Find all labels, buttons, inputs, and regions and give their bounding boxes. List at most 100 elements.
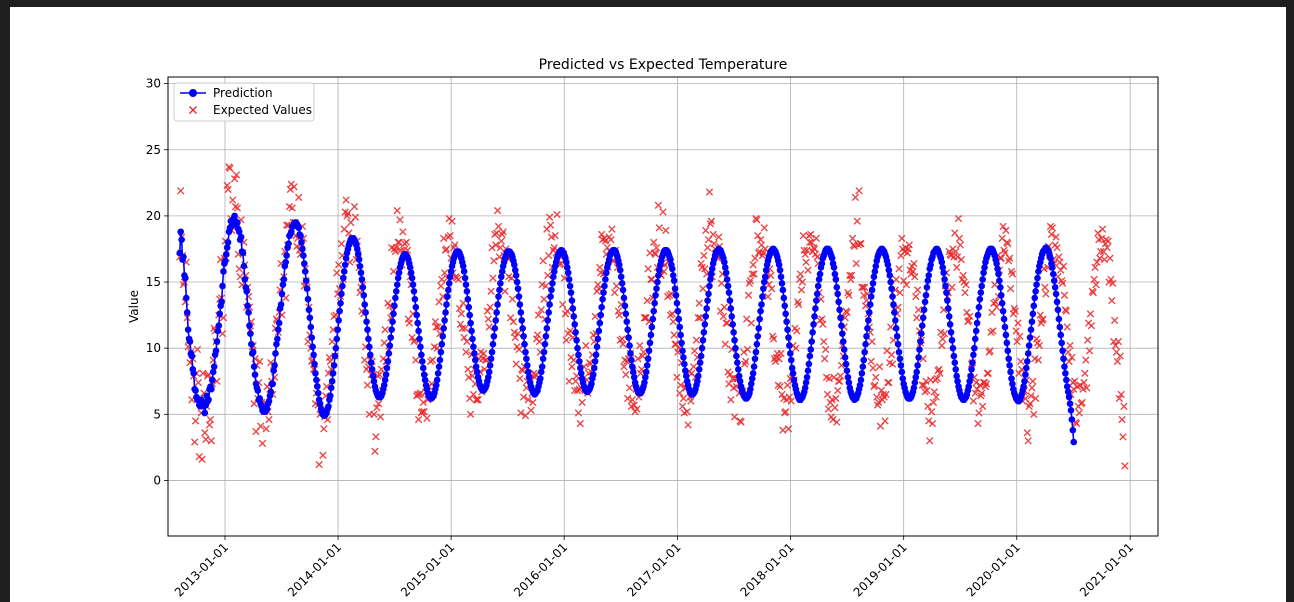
- prediction-point: [860, 356, 868, 364]
- prediction-point: [980, 269, 987, 277]
- prediction-point: [329, 369, 337, 377]
- prediction-point: [249, 348, 257, 356]
- prediction-point: [488, 348, 496, 356]
- prediction-point: [753, 340, 761, 348]
- prediction-point: [571, 321, 579, 328]
- prediction-point: [802, 379, 810, 386]
- prediction-point: [576, 364, 584, 372]
- prediction-point: [734, 359, 741, 367]
- prediction-point: [389, 318, 396, 326]
- prediction-point: [414, 319, 421, 327]
- expected-point: [1053, 243, 1061, 252]
- expected-point: [792, 344, 800, 352]
- expected-point: [466, 410, 475, 418]
- expected-point: [953, 253, 962, 261]
- prediction-point: [381, 376, 389, 384]
- x-tick-label: 2018-01-01: [738, 540, 797, 599]
- prediction-point: [1000, 315, 1008, 323]
- prediction-point: [643, 362, 651, 369]
- expected-point: [829, 415, 837, 424]
- prediction-point: [896, 355, 904, 363]
- prediction-point: [445, 280, 453, 287]
- prediction-point: [339, 282, 346, 290]
- prediction-point: [785, 334, 792, 341]
- prediction-point: [976, 295, 984, 303]
- expected-point: [909, 267, 917, 276]
- expected-point: [652, 243, 661, 252]
- expected-point: [910, 259, 918, 268]
- prediction-point: [809, 328, 816, 336]
- prediction-point: [573, 336, 580, 344]
- prediction-point: [519, 325, 526, 332]
- expected-point: [608, 225, 616, 233]
- expected-point: [927, 407, 936, 416]
- expected-point: [527, 406, 535, 415]
- x-tick-label: 2017-01-01: [624, 540, 683, 599]
- prediction-point: [626, 342, 633, 349]
- expected-point: [692, 336, 701, 344]
- prediction-point: [442, 309, 449, 316]
- expected-point: [553, 210, 561, 219]
- prediction-point: [804, 367, 812, 374]
- prediction-point: [1050, 277, 1058, 285]
- expected-point: [1057, 266, 1065, 274]
- prediction-point: [653, 285, 660, 292]
- expected-point: [515, 345, 523, 354]
- prediction-point: [721, 264, 729, 271]
- prediction-point: [563, 258, 570, 266]
- expected-point: [256, 422, 265, 430]
- prediction-point: [384, 358, 392, 365]
- prediction-point: [885, 266, 893, 274]
- expected-point: [913, 314, 921, 322]
- prediction-point: [996, 277, 1003, 285]
- prediction-point: [649, 315, 657, 323]
- expected-point: [563, 307, 571, 315]
- expected-point: [807, 230, 815, 239]
- expected-point: [612, 282, 621, 290]
- prediction-point: [392, 294, 399, 302]
- expected-point: [495, 253, 504, 261]
- prediction-point: [644, 355, 652, 363]
- prediction-point: [629, 368, 637, 376]
- expected-point: [402, 238, 411, 247]
- prediction-point: [832, 276, 840, 283]
- expected-point: [696, 314, 704, 322]
- expected-point: [962, 280, 970, 289]
- expected-point: [881, 417, 889, 425]
- prediction-point: [545, 309, 552, 316]
- expected-point: [888, 360, 897, 368]
- prediction-point: [243, 287, 250, 295]
- expected-point: [396, 216, 404, 224]
- expected-point: [898, 234, 906, 243]
- prediction-point: [998, 299, 1006, 307]
- prediction-point: [1063, 376, 1070, 384]
- expected-point: [374, 400, 383, 408]
- expected-point: [464, 365, 472, 374]
- prediction-point: [667, 256, 674, 263]
- prediction-point: [1023, 358, 1031, 365]
- expected-point: [320, 425, 328, 433]
- prediction-point: [838, 322, 845, 329]
- expected-point: [442, 245, 451, 253]
- y-tick-label: 25: [146, 143, 161, 157]
- prediction-point: [1035, 268, 1042, 275]
- expected-point: [1089, 288, 1097, 297]
- expected-point: [342, 196, 350, 204]
- prediction-point: [754, 332, 762, 340]
- expected-point: [719, 312, 728, 321]
- prediction-point: [1069, 426, 1077, 434]
- expected-point: [1008, 270, 1017, 278]
- prediction-point: [839, 338, 847, 345]
- prediction-point: [487, 355, 495, 363]
- prediction-point: [366, 351, 374, 359]
- prediction-point: [923, 284, 931, 291]
- prediction-point: [941, 276, 948, 283]
- prediction-point: [365, 335, 372, 343]
- prediction-point: [472, 363, 480, 370]
- expected-point: [721, 340, 729, 348]
- expected-point: [948, 283, 956, 292]
- expected-point: [869, 364, 877, 372]
- prediction-point: [775, 261, 783, 269]
- expected-point: [551, 232, 559, 240]
- prediction-point: [682, 367, 689, 374]
